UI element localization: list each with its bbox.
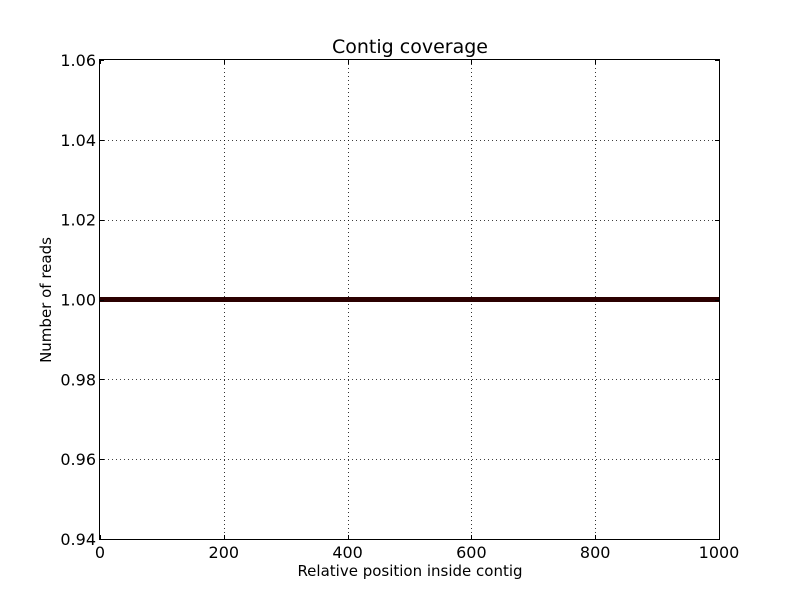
y-tick-label: 1.04 [60,131,96,150]
y-tick-label: 1.06 [60,51,96,70]
plot-frame [99,59,720,540]
x-tick-labels: 0 200 400 600 800 1000 [95,543,739,562]
y-tick-label: 0.98 [60,370,96,389]
y-tick-label: 0.96 [60,450,96,469]
x-tick-label: 1000 [699,543,740,562]
x-tick-label: 800 [580,543,611,562]
y-tick-labels: 0.94 0.96 0.98 1.00 1.02 1.04 1.06 [60,51,96,549]
x-tick-label: 200 [209,543,240,562]
x-tick-label: 600 [456,543,487,562]
y-tick-label: 0.94 [60,530,96,549]
x-axis-label: Relative position inside contig [297,562,522,580]
tick-marks [100,60,720,540]
y-tick-label: 1.00 [60,291,96,310]
x-tick-label: 400 [332,543,363,562]
chart-title: Contig coverage [332,36,488,58]
y-axis-label: Number of reads [37,237,55,363]
x-tick-label: 0 [95,543,105,562]
y-tick-label: 1.02 [60,211,96,230]
